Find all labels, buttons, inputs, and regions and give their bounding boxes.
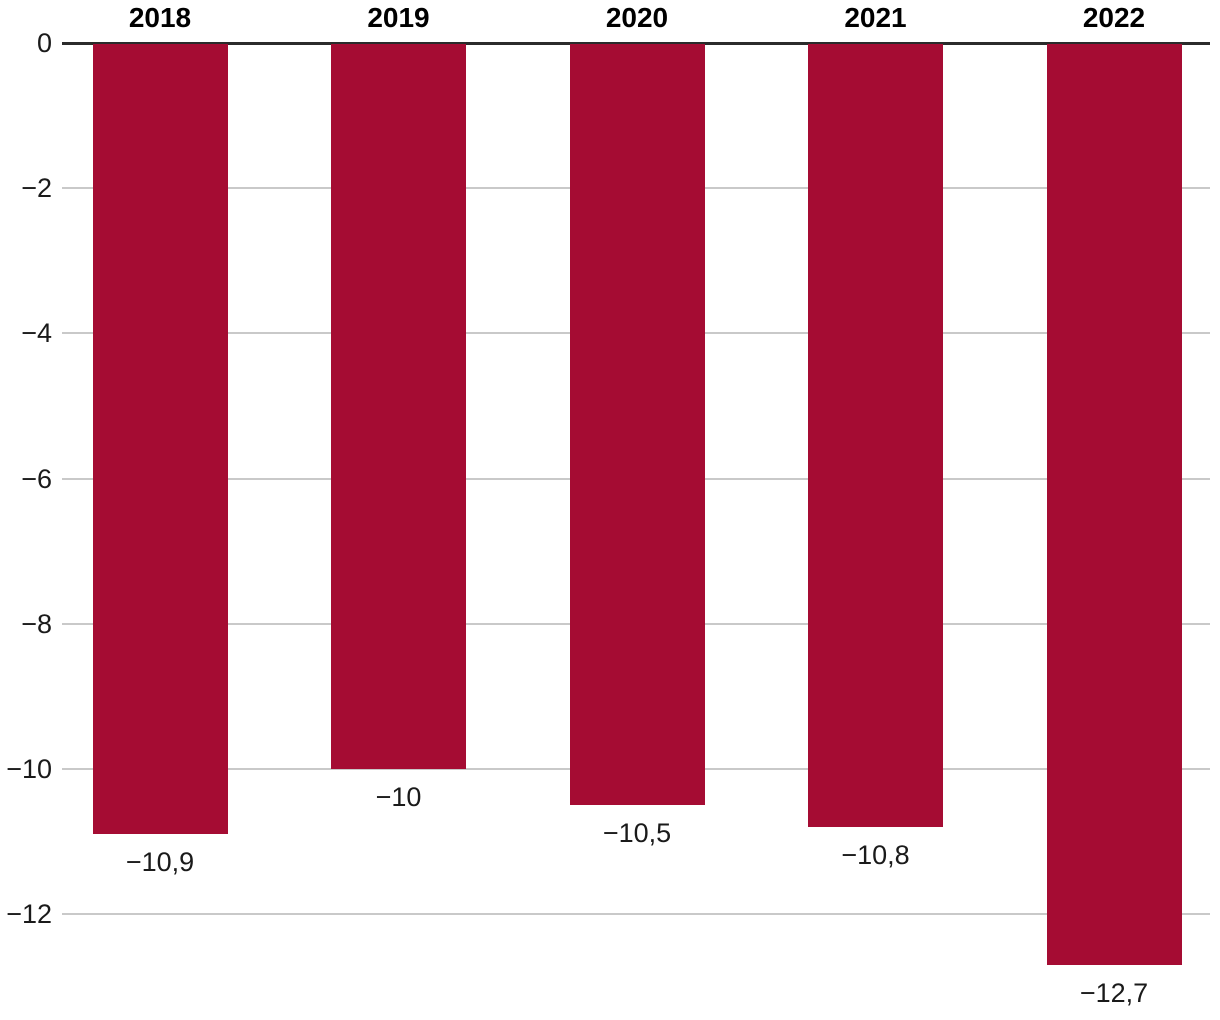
gridline: [62, 913, 1210, 916]
bar-2022: [1046, 44, 1182, 966]
y-tick-label: −8: [21, 608, 52, 639]
bar-2018: [92, 44, 228, 835]
x-axis-zero-line: [62, 41, 1210, 45]
y-tick-label: −12: [6, 899, 52, 930]
bar-2021: [808, 44, 943, 828]
bar-2020: [569, 44, 705, 806]
value-label: −10,8: [841, 840, 910, 871]
y-tick-label: −2: [21, 173, 52, 204]
value-label: −10: [375, 782, 422, 812]
y-tick-label: −6: [21, 463, 52, 494]
category-label: 2020: [605, 2, 669, 33]
bar-2019: [331, 44, 466, 769]
value-label: −12,7: [1079, 978, 1149, 1009]
y-tick-label: −10: [6, 754, 52, 784]
category-label: 2021: [844, 2, 907, 33]
category-label: 2018: [128, 2, 192, 33]
category-label: 2019: [367, 2, 430, 33]
value-label: −10,9: [125, 847, 195, 878]
category-label: 2022: [1082, 2, 1146, 33]
y-tick-label: −4: [21, 318, 52, 349]
y-tick-label: 0: [36, 28, 52, 58]
value-label: −10,5: [602, 818, 672, 849]
